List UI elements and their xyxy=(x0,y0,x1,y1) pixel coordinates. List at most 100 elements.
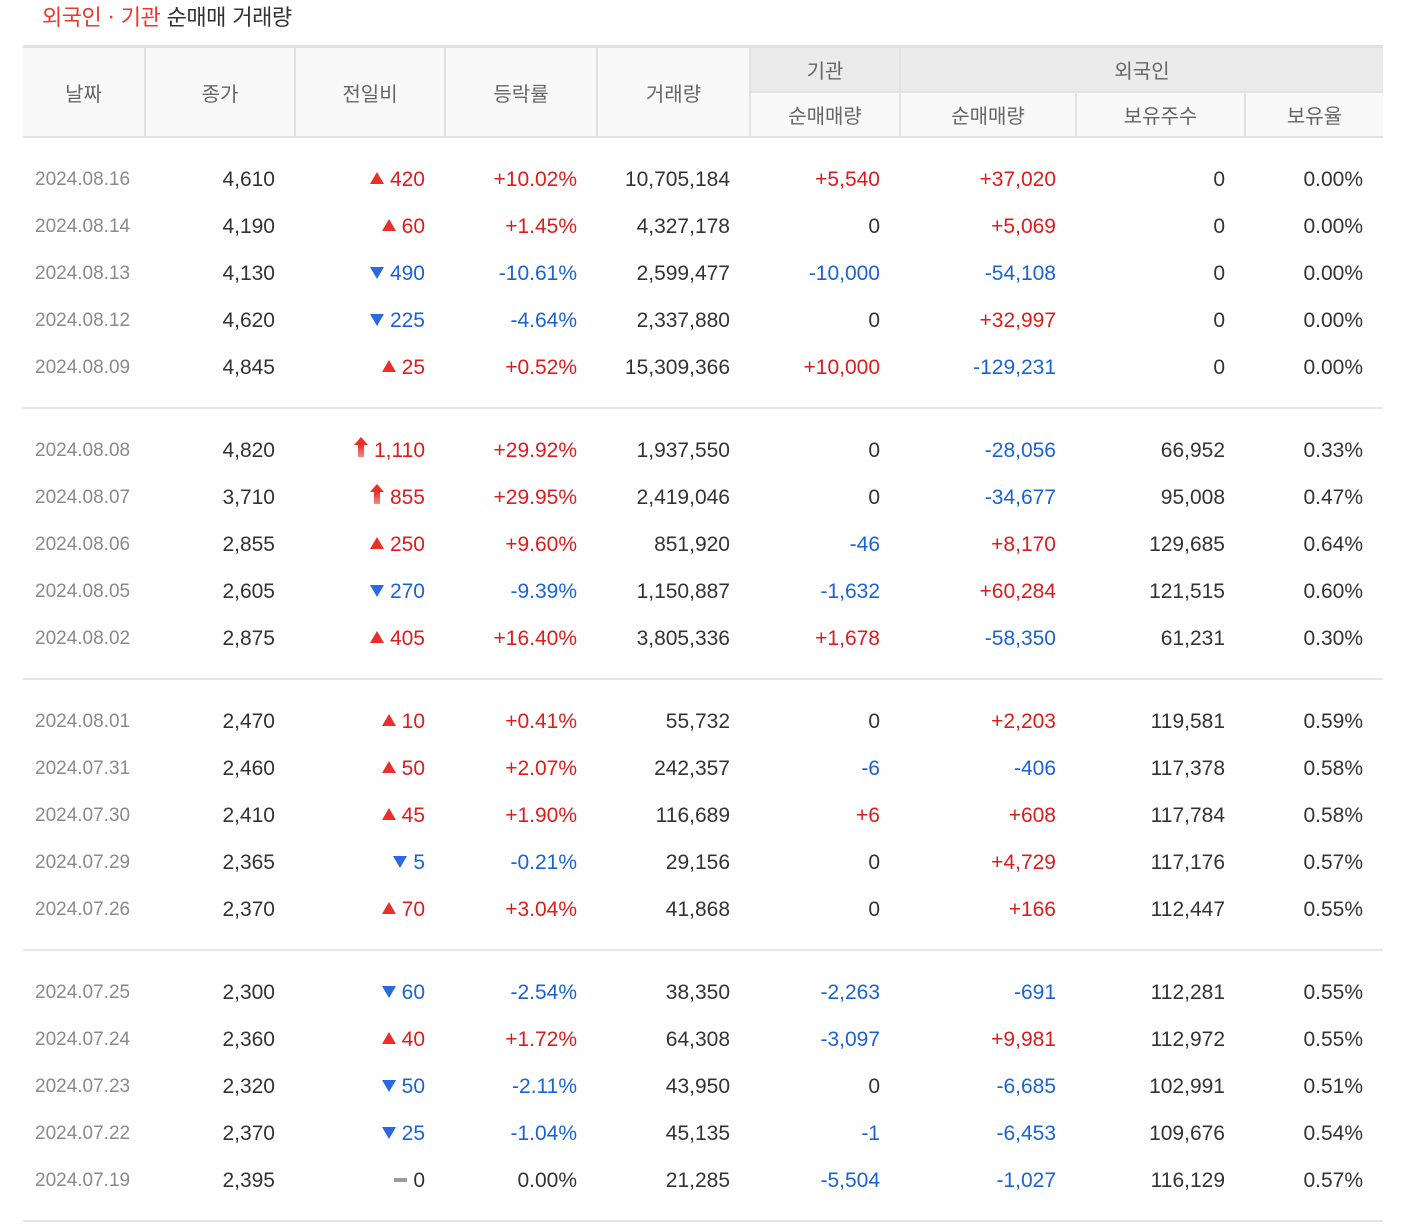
cell-volume: 3,805,336 xyxy=(597,615,750,680)
triangle-up-icon xyxy=(369,536,384,549)
cell-foreign-ratio: 0.55% xyxy=(1245,886,1383,951)
cell-change: 50 xyxy=(295,745,445,792)
triangle-down-icon xyxy=(381,985,396,998)
cell-foreign-net: +8,170 xyxy=(991,532,1056,556)
table-row: 2024.08.07 3,710 855 +29.95% 2,419,046 0 -34,6… xyxy=(23,474,1383,521)
cell-change-value: 50 xyxy=(401,756,425,780)
cell-foreign-shares: 121,515 xyxy=(1149,579,1225,603)
cell-foreign-net: +608 xyxy=(1008,803,1056,827)
cell-foreign-ratio: 0.00% xyxy=(1303,214,1363,238)
column-header-foreign-ratio: 보유율 xyxy=(1244,92,1383,138)
cell-change-value: 25 xyxy=(401,355,425,379)
cell-rate: +1.72% xyxy=(505,1027,577,1051)
cell-change: 855 xyxy=(295,474,445,521)
table-row: 2024.07.24 2,360 40 +1.72% 64,308 -3,097 +9,98… xyxy=(23,1016,1383,1063)
cell-date: 2024.08.08 xyxy=(35,439,131,461)
table-row: 2024.08.06 2,855 250 +9.60% 851,920 -46 +8,170… xyxy=(23,521,1383,568)
cell-change: 40 xyxy=(295,1016,445,1063)
cell-change: 25 xyxy=(295,1110,445,1157)
triangle-down-icon xyxy=(369,584,384,597)
cell-inst-net: +1,678 xyxy=(750,615,900,680)
cell-change-value: 60 xyxy=(401,980,425,1004)
cell-inst-net: -3,097 xyxy=(820,1027,880,1051)
cell-volume: 38,350 xyxy=(665,980,730,1004)
cell-foreign-shares: 109,676 xyxy=(1149,1121,1225,1145)
cell-date: 2024.08.16 xyxy=(35,168,131,190)
cell-volume: 45,135 xyxy=(665,1121,730,1145)
table-row: 2024.07.30 2,410 45 +1.90% 116,689 +6 +608 117,… xyxy=(23,792,1383,839)
cell-foreign-ratio: 0.64% xyxy=(1303,532,1363,556)
cell-rate: +16.40% xyxy=(445,615,597,680)
cell-rate: -4.64% xyxy=(510,308,577,332)
cell-foreign-net: -6,453 xyxy=(996,1121,1056,1145)
cell-close: 4,820 xyxy=(222,438,275,462)
cell-change: 60 xyxy=(295,203,445,250)
section-title: 외국인 · 기관 순매매 거래량 xyxy=(42,4,292,34)
cell-volume: 116,689 xyxy=(655,803,730,827)
cell-foreign-net: +5,069 xyxy=(991,214,1056,238)
cell-date: 2024.08.02 xyxy=(23,615,145,680)
cell-close: 2,470 xyxy=(222,709,275,733)
table-row: 2024.07.26 2,370 70 +3.04% 41,868 0 +166 112,44… xyxy=(23,886,1383,951)
cell-rate: +0.52% xyxy=(445,344,597,409)
cell-rate: -1.04% xyxy=(510,1121,577,1145)
column-header-date: 날짜 xyxy=(23,45,145,138)
cell-rate: +3.04% xyxy=(445,886,597,951)
cell-change: 5 xyxy=(295,839,445,886)
limit-up-arrow-icon xyxy=(369,483,384,504)
cell-date: 2024.07.19 xyxy=(23,1157,145,1222)
column-group-institution: 기관 xyxy=(749,45,900,93)
cell-close: 2,875 xyxy=(145,615,295,680)
limit-up-arrow-icon xyxy=(354,436,368,457)
cell-foreign-shares: 117,784 xyxy=(1150,803,1225,827)
cell-rate: -2.54% xyxy=(510,980,577,1004)
cell-rate: -2.11% xyxy=(512,1074,577,1098)
cell-foreign-shares: 0 xyxy=(1213,167,1225,191)
cell-volume: 2,337,880 xyxy=(636,308,730,332)
cell-date: 2024.08.09 xyxy=(23,344,145,409)
cell-foreign-shares: 129,685 xyxy=(1149,532,1225,556)
cell-foreign-shares: 117,378 xyxy=(1150,756,1225,780)
cell-foreign-net: +37,020 xyxy=(979,167,1057,191)
cell-inst-net: 0 xyxy=(868,709,880,733)
column-header-foreign-net: 순매매량 xyxy=(899,92,1076,138)
cell-change: 250 xyxy=(295,521,445,568)
cell-rate: -0.21% xyxy=(510,850,577,874)
table-row: 2024.08.05 2,605 270 -9.39% 1,150,887 -1,632 +… xyxy=(23,568,1383,615)
cell-foreign-net: +32,997 xyxy=(979,308,1057,332)
section-title-accent: 외국인 · 기관 xyxy=(42,6,161,31)
cell-date: 2024.08.14 xyxy=(35,215,131,237)
cell-close: 4,610 xyxy=(222,167,275,191)
cell-close: 3,710 xyxy=(222,485,275,509)
table-row: 2024.08.16 4,610 420 +10.02% 10,705,184 +5,54… xyxy=(23,137,1383,203)
cell-rate: +9.60% xyxy=(505,532,577,556)
column-header-volume: 거래량 xyxy=(596,45,750,138)
cell-change: 25 xyxy=(295,344,445,409)
cell-foreign-ratio: 0.59% xyxy=(1303,709,1363,733)
table-body: 2024.08.16 4,610 420 +10.02% 10,705,184 +5,54… xyxy=(23,137,1383,1222)
cell-close: 2,410 xyxy=(222,803,275,827)
cell-change: 405 xyxy=(295,615,445,680)
triangle-down-icon xyxy=(381,1079,396,1092)
cell-foreign-net: -129,231 xyxy=(900,344,1076,409)
cell-close: 2,460 xyxy=(222,756,275,780)
cell-foreign-ratio: 0.33% xyxy=(1303,438,1363,462)
cell-close: 2,365 xyxy=(222,850,275,874)
cell-change: 490 xyxy=(295,250,445,297)
table-row: 2024.08.09 4,845 25 +0.52% 15,309,366 +10,000… xyxy=(23,344,1383,409)
cell-foreign-net: +166 xyxy=(900,886,1076,951)
cell-change-value: 40 xyxy=(401,1027,425,1051)
cell-foreign-net: +2,203 xyxy=(991,709,1056,733)
cell-change-value: 25 xyxy=(401,1121,425,1145)
table-row: 2024.07.31 2,460 50 +2.07% 242,357 -6 -406 117,… xyxy=(23,745,1383,792)
cell-change-value: 70 xyxy=(401,897,425,921)
cell-foreign-net: -28,056 xyxy=(984,438,1056,462)
cell-close: 2,370 xyxy=(222,1121,275,1145)
triangle-up-icon xyxy=(369,171,384,184)
cell-foreign-ratio: 0.58% xyxy=(1303,803,1363,827)
cell-change: 1,110 xyxy=(295,408,445,474)
cell-volume: 21,285 xyxy=(597,1157,750,1222)
cell-rate: +1.90% xyxy=(505,803,577,827)
cell-inst-net: +5,540 xyxy=(815,167,880,191)
cell-foreign-ratio: 0.47% xyxy=(1303,485,1363,509)
